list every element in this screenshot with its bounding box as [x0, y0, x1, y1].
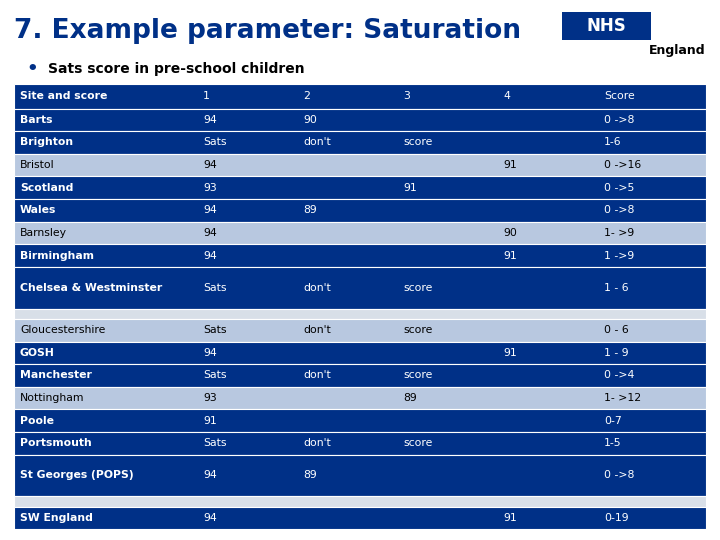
Text: St Georges (POPS): St Georges (POPS): [20, 470, 133, 481]
Bar: [14, 455, 706, 496]
Text: 94: 94: [203, 348, 217, 358]
Text: Sats: Sats: [203, 283, 227, 293]
Text: 91: 91: [504, 348, 518, 358]
Text: Manchester: Manchester: [20, 370, 92, 380]
Text: 1-6: 1-6: [604, 138, 621, 147]
Text: 7. Example parameter: Saturation: 7. Example parameter: Saturation: [14, 18, 521, 44]
Text: 89: 89: [403, 393, 418, 403]
Text: NHS: NHS: [586, 17, 626, 35]
Text: Wales: Wales: [20, 205, 56, 215]
Text: 0 - 6: 0 - 6: [604, 325, 629, 335]
Text: don't: don't: [303, 438, 331, 448]
Bar: [14, 221, 706, 244]
Text: 90: 90: [303, 115, 318, 125]
Text: 94: 94: [203, 160, 217, 170]
Text: 0 ->4: 0 ->4: [604, 370, 634, 380]
Text: score: score: [403, 325, 433, 335]
Text: 1- >9: 1- >9: [604, 228, 634, 238]
Text: 1 - 9: 1 - 9: [604, 348, 629, 358]
Text: 93: 93: [203, 393, 217, 403]
Text: 91: 91: [504, 251, 518, 261]
Text: Brighton: Brighton: [20, 138, 73, 147]
Text: 0-7: 0-7: [604, 416, 622, 426]
Text: 91: 91: [504, 513, 518, 523]
Text: don't: don't: [303, 370, 331, 380]
Text: Barnsley: Barnsley: [20, 228, 67, 238]
Bar: [14, 84, 706, 109]
Text: 89: 89: [303, 205, 317, 215]
Text: 1- >12: 1- >12: [604, 393, 641, 403]
Bar: [14, 131, 706, 154]
Text: Portsmouth: Portsmouth: [20, 438, 91, 448]
Text: •: •: [27, 60, 38, 78]
Text: don't: don't: [303, 138, 331, 147]
Text: GOSH: GOSH: [20, 348, 55, 358]
Text: 91: 91: [403, 183, 418, 193]
Text: 89: 89: [303, 470, 317, 481]
Text: England: England: [649, 44, 705, 57]
Text: Chelsea & Westminster: Chelsea & Westminster: [20, 283, 162, 293]
Bar: [14, 177, 706, 199]
Text: 94: 94: [203, 251, 217, 261]
Text: score: score: [403, 438, 433, 448]
Text: 2: 2: [303, 91, 310, 101]
Text: Nottingham: Nottingham: [20, 393, 84, 403]
Text: don't: don't: [303, 283, 331, 293]
Bar: [14, 244, 706, 267]
Bar: [14, 154, 706, 177]
Text: Sats: Sats: [203, 370, 227, 380]
Text: 1 - 6: 1 - 6: [604, 283, 629, 293]
Bar: [14, 199, 706, 221]
Text: 4: 4: [504, 91, 510, 101]
Text: 94: 94: [203, 228, 217, 238]
Bar: [14, 341, 706, 364]
Bar: [14, 507, 706, 529]
Text: Sats: Sats: [203, 138, 227, 147]
Text: 90: 90: [504, 228, 518, 238]
Bar: [14, 496, 706, 507]
Text: SW England: SW England: [20, 513, 93, 523]
Text: Sats score in pre-school children: Sats score in pre-school children: [48, 62, 305, 76]
Text: score: score: [403, 283, 433, 293]
Bar: [14, 267, 706, 309]
Text: Sats: Sats: [203, 438, 227, 448]
Text: 0 ->5: 0 ->5: [604, 183, 634, 193]
Text: 3: 3: [403, 91, 410, 101]
Bar: [14, 319, 706, 341]
Text: Sats: Sats: [203, 325, 227, 335]
Text: 0 ->8: 0 ->8: [604, 205, 634, 215]
Text: 1 ->9: 1 ->9: [604, 251, 634, 261]
Text: 0 ->16: 0 ->16: [604, 160, 642, 170]
Bar: [14, 364, 706, 387]
Text: 1-5: 1-5: [604, 438, 621, 448]
Text: Scotland: Scotland: [20, 183, 73, 193]
Text: 94: 94: [203, 470, 217, 481]
Text: 0-19: 0-19: [604, 513, 629, 523]
Bar: [14, 387, 706, 409]
Text: Bristol: Bristol: [20, 160, 55, 170]
Text: Poole: Poole: [20, 416, 54, 426]
Text: Site and score: Site and score: [20, 91, 107, 101]
Text: 94: 94: [203, 115, 217, 125]
Bar: [14, 409, 706, 432]
Text: 94: 94: [203, 513, 217, 523]
Text: Gloucestershire: Gloucestershire: [20, 325, 105, 335]
Text: 0 ->8: 0 ->8: [604, 470, 634, 481]
Text: 0 ->8: 0 ->8: [604, 115, 634, 125]
Text: 94: 94: [203, 205, 217, 215]
Text: don't: don't: [303, 325, 331, 335]
Text: score: score: [403, 370, 433, 380]
Text: 1: 1: [203, 91, 210, 101]
Bar: [14, 432, 706, 455]
Text: 91: 91: [504, 160, 518, 170]
Bar: [14, 309, 706, 319]
Text: 93: 93: [203, 183, 217, 193]
Text: Barts: Barts: [20, 115, 53, 125]
FancyBboxPatch shape: [562, 11, 651, 40]
Text: Birmingham: Birmingham: [20, 251, 94, 261]
Text: score: score: [403, 138, 433, 147]
Text: Score: Score: [604, 91, 635, 101]
Text: 91: 91: [203, 416, 217, 426]
Bar: [14, 109, 706, 131]
